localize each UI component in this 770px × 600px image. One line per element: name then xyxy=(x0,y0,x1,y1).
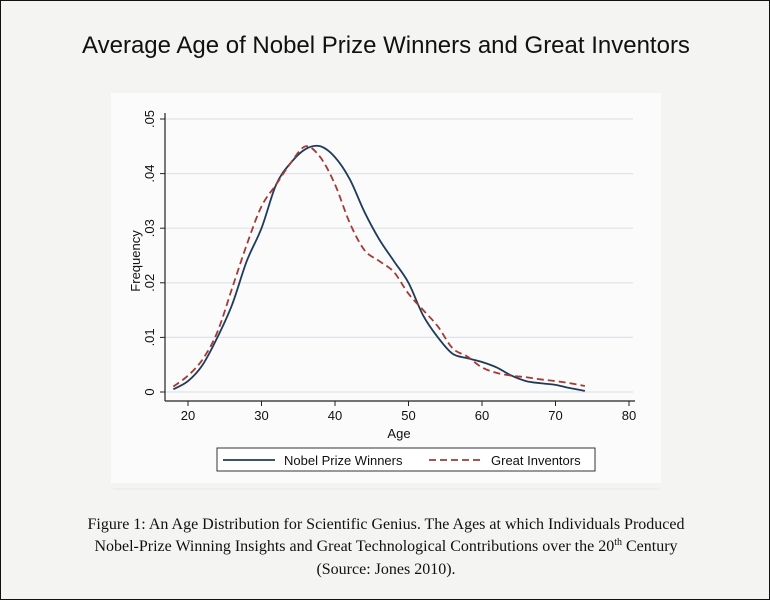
y-axis-label: Frequency xyxy=(128,230,143,292)
caption-line-3: (Source: Jones 2010). xyxy=(316,561,455,578)
axes xyxy=(164,113,635,402)
series-lines xyxy=(172,144,586,392)
caption-line-2-main: Nobel-Prize Winning Insights and Great T… xyxy=(94,538,614,555)
x-tick-label: 60 xyxy=(475,408,489,423)
y-tick-label: .02 xyxy=(142,274,157,292)
x-tick-label: 20 xyxy=(181,408,195,423)
x-tick-label: 70 xyxy=(548,408,562,423)
caption-line-1: Figure 1: An Age Distribution for Scient… xyxy=(88,516,685,533)
y-tick-label: .05 xyxy=(142,110,157,128)
x-tick-label: 80 xyxy=(622,408,636,423)
chart-title: Average Age of Nobel Prize Winners and G… xyxy=(82,32,690,59)
y-tick-label: 0 xyxy=(142,388,157,395)
y-tick-label: .04 xyxy=(142,165,157,183)
caption-superscript: th xyxy=(614,537,622,548)
y-tick-label: .01 xyxy=(142,328,157,346)
legend-box xyxy=(216,447,596,472)
gridlines xyxy=(165,118,633,393)
plot-background xyxy=(111,93,661,483)
caption: Figure 1: An Age Distribution for Scient… xyxy=(88,516,685,578)
x-tick-label: 30 xyxy=(254,408,268,423)
x-tick-label: 40 xyxy=(328,408,342,423)
x-ticks: 20 30 40 50 60 70 80 xyxy=(181,401,636,423)
x-tick-label: 50 xyxy=(401,408,415,423)
x-axis-label: Age xyxy=(387,426,410,441)
y-ticks: 0 .01 .02 .03 .04 .05 xyxy=(142,110,165,396)
legend-label-inventors: Great Inventors xyxy=(491,453,581,468)
caption-line-2: Nobel-Prize Winning Insights and Great T… xyxy=(94,537,677,555)
legend: Nobel Prize Winners Great Inventors xyxy=(216,447,596,472)
caption-line-2-end: Century xyxy=(622,538,678,555)
y-tick-label: .03 xyxy=(142,219,157,237)
legend-label-nobel: Nobel Prize Winners xyxy=(284,453,403,468)
